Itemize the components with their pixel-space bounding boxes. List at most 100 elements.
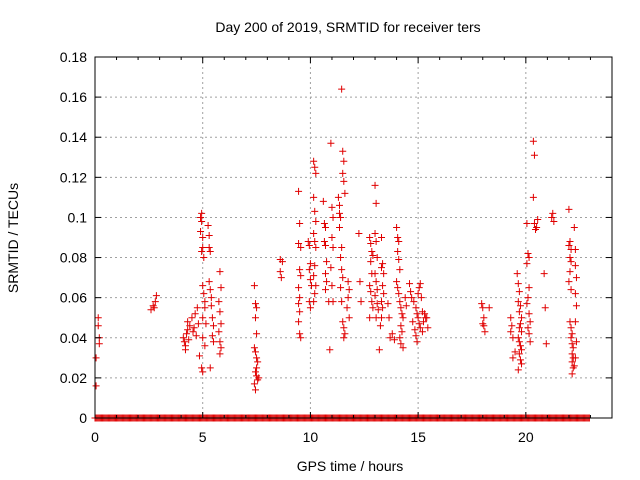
data-point — [200, 254, 208, 262]
data-point — [341, 330, 349, 338]
y-axis-label: SRMTID / TECUs — [5, 183, 21, 293]
data-point — [568, 370, 576, 378]
data-point — [339, 169, 347, 177]
data-point — [320, 219, 328, 227]
data-point — [344, 294, 352, 302]
data-point — [480, 314, 488, 322]
data-point — [312, 217, 320, 225]
data-point — [416, 280, 424, 288]
data-point — [379, 304, 387, 312]
data-point — [311, 163, 319, 171]
grid-lines — [95, 57, 612, 418]
data-point — [567, 286, 575, 294]
data-point — [310, 157, 318, 165]
data-point — [217, 344, 225, 352]
data-point — [296, 219, 304, 227]
data-point — [251, 386, 259, 394]
data-point — [329, 298, 337, 306]
data-point — [251, 348, 259, 356]
data-point — [311, 290, 319, 298]
data-point — [380, 290, 388, 298]
data-point — [407, 288, 415, 296]
data-point — [565, 205, 573, 213]
data-point — [215, 328, 223, 336]
data-point — [373, 286, 381, 294]
data-point — [320, 238, 328, 246]
data-point — [199, 234, 207, 241]
data-point — [399, 344, 407, 352]
data-point — [566, 268, 574, 276]
data-point — [524, 294, 532, 302]
data-point — [390, 336, 398, 344]
data-point — [480, 322, 488, 330]
data-point — [415, 284, 423, 292]
data-point — [368, 298, 376, 306]
data-point — [514, 298, 522, 306]
data-point — [509, 354, 517, 362]
data-point — [508, 322, 516, 330]
data-point — [424, 324, 432, 332]
data-point — [184, 318, 192, 326]
data-point — [296, 330, 304, 338]
data-point — [514, 280, 522, 288]
data-point — [338, 85, 346, 93]
data-point — [368, 248, 376, 256]
data-point — [340, 334, 348, 342]
data-point — [374, 306, 382, 314]
data-point — [319, 197, 327, 205]
data-point — [393, 278, 401, 286]
data-point — [525, 284, 533, 292]
data-point — [369, 252, 377, 260]
y-tick-label: 0.02 — [60, 370, 87, 386]
data-point — [570, 362, 578, 370]
data-point — [516, 342, 524, 350]
data-point — [337, 284, 345, 292]
data-point — [479, 304, 487, 312]
data-point — [570, 223, 578, 231]
data-point — [215, 298, 223, 306]
data-point — [209, 322, 217, 330]
data-point — [376, 322, 384, 330]
data-point — [94, 322, 102, 330]
data-point — [411, 326, 419, 334]
data-point — [410, 298, 418, 306]
data-point — [572, 302, 580, 310]
data-point — [366, 282, 374, 290]
y-tick-label: 0.12 — [60, 169, 87, 185]
data-point — [526, 318, 534, 326]
data-point — [515, 338, 523, 346]
data-point — [150, 304, 158, 312]
data-point — [380, 270, 388, 278]
data-point — [379, 282, 387, 290]
data-point — [571, 354, 579, 362]
data-point — [92, 354, 100, 362]
data-point — [217, 320, 225, 328]
data-point — [199, 244, 207, 252]
x-tick-label: 20 — [518, 429, 534, 445]
data-point — [516, 356, 524, 364]
data-point — [356, 278, 364, 286]
data-point — [327, 264, 335, 272]
data-point — [516, 320, 524, 328]
data-point — [250, 282, 258, 290]
data-point — [566, 254, 574, 262]
data-point — [397, 322, 405, 330]
data-point — [297, 334, 305, 342]
data-point — [515, 308, 523, 316]
data-point — [526, 338, 534, 346]
data-point — [367, 288, 375, 296]
data-point — [413, 338, 421, 346]
data-point — [216, 350, 224, 358]
data-point — [216, 268, 224, 276]
data-point — [417, 294, 425, 302]
data-point — [396, 334, 404, 342]
data-point — [181, 346, 189, 354]
data-point — [409, 318, 417, 326]
data-point — [338, 266, 346, 274]
x-tick-label: 0 — [91, 429, 99, 445]
data-point — [312, 244, 320, 252]
data-point — [373, 300, 381, 308]
data-point — [184, 326, 192, 334]
data-point — [399, 314, 407, 322]
data-point — [205, 231, 213, 239]
